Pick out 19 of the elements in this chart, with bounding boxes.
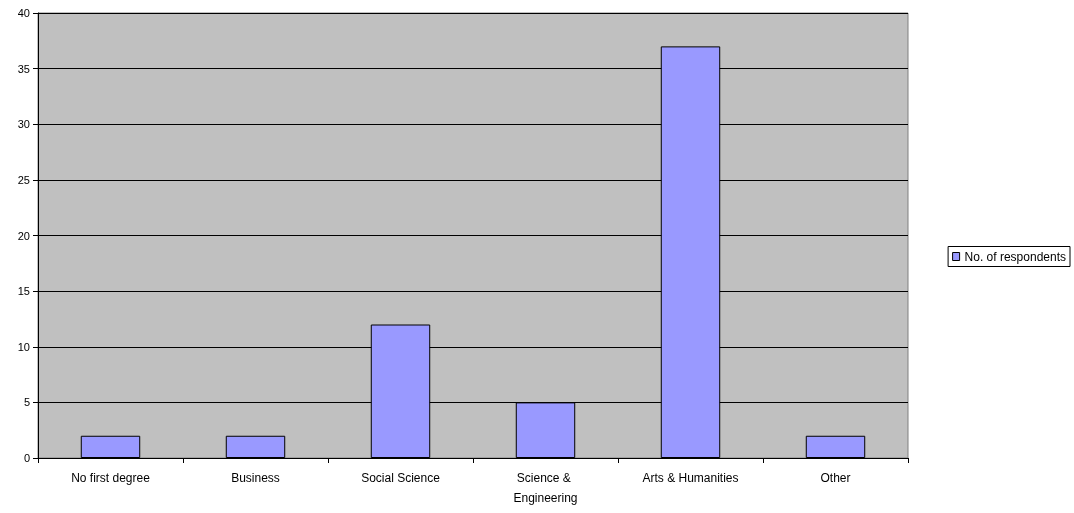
- y-tick-label: 30: [17, 118, 30, 131]
- y-tick-label: 10: [17, 340, 30, 353]
- y-tick-label: 15: [17, 285, 30, 298]
- x-tick-label: Arts & Humanities: [642, 471, 739, 485]
- legend-label: No. of respondents: [964, 249, 1067, 264]
- y-tick-label: 5: [23, 396, 30, 409]
- x-tick-label: No first degree: [71, 471, 151, 485]
- y-tick-label: 0: [23, 452, 30, 464]
- bar: [80, 435, 141, 458]
- y-tick-label: 40: [17, 7, 30, 19]
- bar: [805, 435, 866, 458]
- y-tick-label: 25: [17, 173, 30, 186]
- x-tick-label: Other: [820, 471, 851, 485]
- y-tick-label: 20: [17, 229, 30, 242]
- bar: [225, 435, 286, 458]
- x-tick-label: Business: [231, 471, 280, 485]
- x-tick-label: Science & Engineering: [513, 471, 578, 505]
- y-tick-label: 35: [17, 62, 30, 75]
- x-tick-label: Social Science: [361, 471, 441, 485]
